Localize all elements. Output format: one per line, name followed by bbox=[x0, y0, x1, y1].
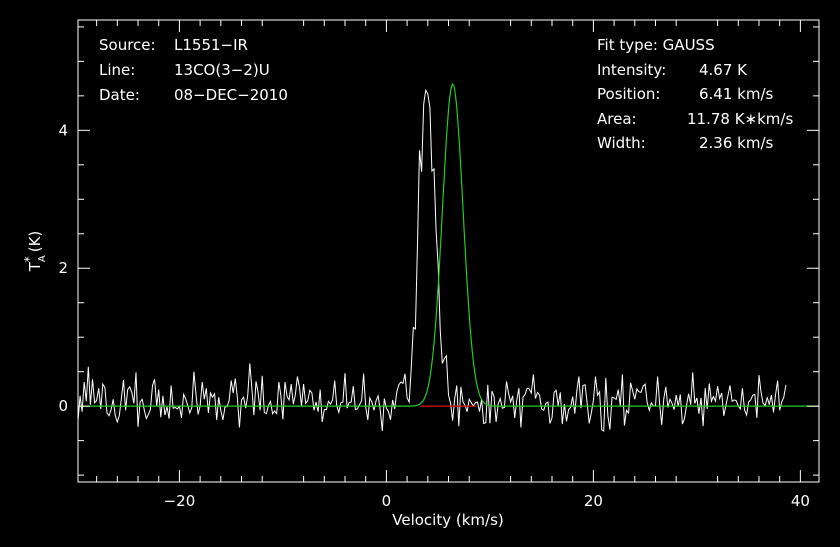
source-label: Source: bbox=[99, 36, 156, 54]
x-axis-label: Velocity (km/s) bbox=[392, 511, 503, 529]
width-value: 2.36 km/s bbox=[699, 134, 774, 152]
intensity-label: Intensity: bbox=[597, 61, 666, 79]
width-label: Width: bbox=[597, 134, 646, 152]
header-right: Fit type: GAUSS Intensity: 4.67 K Positi… bbox=[597, 36, 793, 152]
y-tick-label: 2 bbox=[58, 259, 68, 277]
y-axis-label-sup: * bbox=[22, 256, 36, 262]
area-label: Area: bbox=[597, 110, 637, 128]
date-value: 08−DEC−2010 bbox=[174, 86, 288, 104]
y-axis-label-main: T bbox=[26, 261, 44, 272]
y-axis-ticks: 0 2 4 bbox=[58, 26, 819, 476]
y-tick-label: 4 bbox=[58, 121, 68, 139]
y-axis-label-unit: (K) bbox=[26, 231, 44, 253]
y-axis-label-sub: A bbox=[37, 255, 48, 262]
line-value: 13CO(3−2)U bbox=[174, 61, 270, 79]
x-tick-label: 40 bbox=[791, 492, 810, 510]
position-value: 6.41 km/s bbox=[699, 85, 774, 103]
spectrum-layer bbox=[77, 88, 787, 432]
fit-layer bbox=[78, 83, 819, 407]
gauss-fit-line bbox=[78, 83, 819, 407]
date-label: Date: bbox=[99, 86, 140, 104]
y-tick-label: 0 bbox=[58, 397, 68, 415]
header-left: Source: L1551−IR Line: 13CO(3−2)U Date: … bbox=[99, 36, 288, 104]
y-axis-label: TA* (K) bbox=[22, 231, 48, 273]
area-value: 11.78 K∗km/s bbox=[687, 110, 793, 128]
spectrum-line bbox=[77, 88, 787, 432]
x-tick-label: 0 bbox=[382, 492, 392, 510]
intensity-value: 4.67 K bbox=[699, 61, 748, 79]
position-label: Position: bbox=[597, 85, 660, 103]
x-tick-label: 20 bbox=[584, 492, 603, 510]
x-axis-ticks: −20 0 20 40 bbox=[96, 20, 810, 510]
line-label: Line: bbox=[99, 61, 135, 79]
fit-type: Fit type: GAUSS bbox=[597, 36, 715, 54]
source-value: L1551−IR bbox=[174, 36, 248, 54]
x-tick-label: −20 bbox=[164, 492, 196, 510]
